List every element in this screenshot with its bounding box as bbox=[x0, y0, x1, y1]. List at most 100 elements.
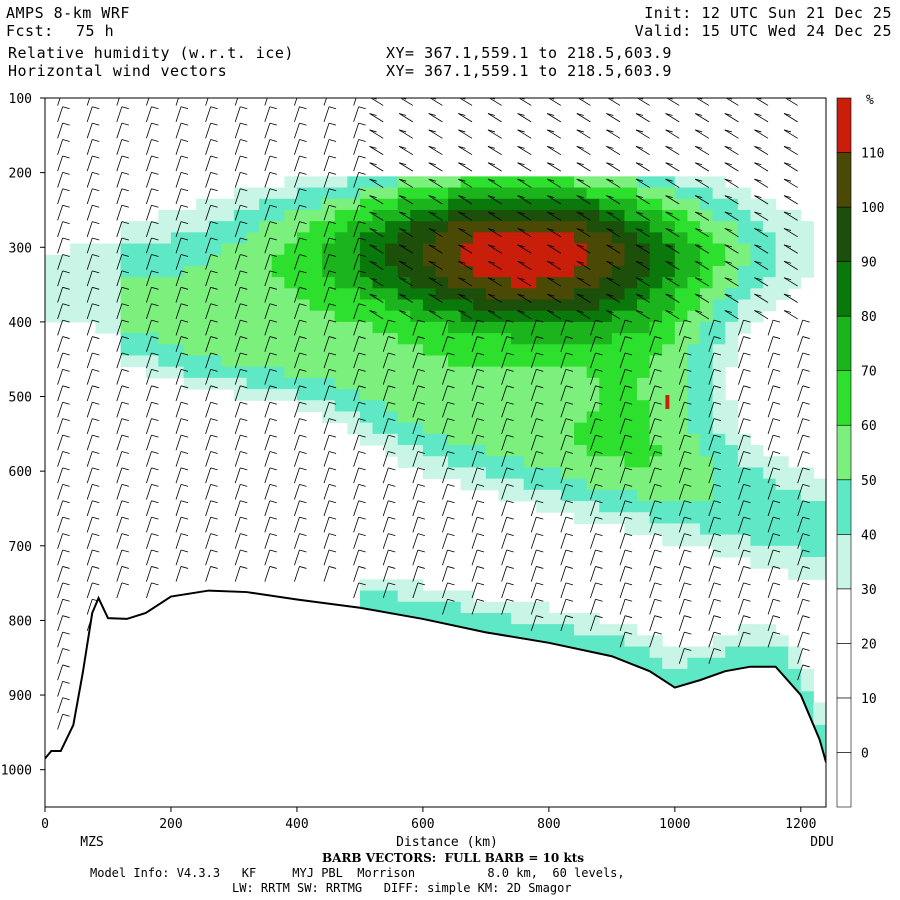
wind-barb bbox=[619, 615, 626, 631]
wind-barb-flag bbox=[180, 516, 189, 520]
rh-cell bbox=[397, 310, 411, 323]
rh-cell bbox=[485, 221, 499, 233]
wind-barb-flag bbox=[180, 451, 189, 454]
wind-barb bbox=[678, 549, 685, 566]
wind-barb-flag bbox=[506, 516, 514, 520]
wind-barb bbox=[560, 599, 567, 615]
wind-barb-flag bbox=[240, 303, 248, 307]
wind-barb bbox=[175, 418, 182, 434]
wind-barb bbox=[57, 714, 64, 730]
rh-cell bbox=[511, 489, 525, 502]
rh-cell bbox=[624, 523, 638, 536]
rh-cell bbox=[309, 198, 323, 211]
wind-barb bbox=[738, 434, 744, 451]
wind-barb bbox=[678, 369, 685, 385]
wind-barb-flag bbox=[240, 90, 247, 92]
wind-barb bbox=[323, 352, 330, 369]
rh-cell bbox=[460, 288, 474, 301]
wind-barb bbox=[57, 467, 64, 484]
wind-barb bbox=[369, 129, 384, 139]
rh-cell bbox=[196, 254, 210, 267]
wind-barb-flag bbox=[506, 500, 514, 504]
rh-cell bbox=[750, 221, 764, 233]
rh-cell bbox=[170, 254, 185, 267]
wind-barb-flag bbox=[565, 566, 573, 569]
wind-barb-flag bbox=[624, 385, 633, 389]
wind-barb bbox=[487, 178, 502, 188]
rh-cell bbox=[700, 668, 714, 681]
wind-barb bbox=[369, 293, 384, 303]
y-tick-label: 600 bbox=[9, 465, 32, 480]
rh-cell bbox=[120, 277, 134, 289]
rh-cell bbox=[246, 277, 260, 289]
x-axis-label: Distance (km) bbox=[396, 835, 498, 850]
rh-cell bbox=[221, 344, 235, 356]
wind-barb-flag bbox=[180, 369, 189, 372]
wind-barb-flag bbox=[358, 533, 366, 536]
rh-cell bbox=[435, 344, 449, 356]
wind-barb-flag bbox=[417, 369, 425, 372]
wind-barb-flag bbox=[565, 533, 573, 536]
wind-barb-flag bbox=[724, 195, 732, 198]
rh-cell bbox=[536, 377, 550, 390]
rh-cell bbox=[435, 243, 449, 256]
rh-cell bbox=[448, 221, 462, 233]
rh-cell bbox=[712, 333, 726, 345]
rh-cell bbox=[574, 456, 588, 468]
rh-cell bbox=[473, 467, 487, 480]
wind-barb-flag bbox=[754, 310, 762, 313]
rh-cell bbox=[712, 635, 726, 648]
wind-barb-flag bbox=[684, 369, 692, 372]
wind-barb bbox=[57, 697, 64, 714]
rh-cell bbox=[611, 456, 625, 468]
rh-cell bbox=[196, 344, 210, 356]
wind-barb bbox=[86, 467, 93, 484]
wind-barb bbox=[708, 402, 715, 418]
wind-barb-flag bbox=[684, 582, 692, 586]
wind-barb-flag bbox=[62, 713, 70, 717]
rh-cell bbox=[800, 512, 814, 524]
wind-barb-flag bbox=[358, 467, 366, 471]
wind-barb-flag bbox=[783, 244, 792, 248]
wind-barb bbox=[754, 195, 769, 205]
rh-cell bbox=[700, 501, 714, 513]
wind-barb bbox=[146, 270, 152, 287]
wind-barb bbox=[146, 467, 152, 484]
wind-barb bbox=[205, 254, 212, 270]
wind-barb-flag bbox=[606, 113, 614, 116]
wind-barb-flag bbox=[369, 113, 377, 116]
wind-barb-flag bbox=[476, 500, 485, 504]
rh-cell bbox=[536, 389, 550, 401]
wind-barb bbox=[783, 162, 798, 172]
wind-barb-flag bbox=[517, 260, 525, 264]
wind-barb bbox=[442, 484, 448, 500]
wind-barb bbox=[294, 122, 300, 139]
rh-cell bbox=[498, 366, 512, 379]
rh-cell bbox=[170, 310, 185, 323]
wind-barb bbox=[175, 451, 182, 467]
rh-cell bbox=[485, 198, 499, 211]
rh-cell bbox=[296, 389, 311, 401]
wind-barb-flag bbox=[635, 145, 644, 149]
wind-barb bbox=[501, 467, 508, 484]
wind-barb-flag bbox=[369, 293, 377, 297]
wind-barb-flag bbox=[536, 385, 544, 389]
wind-barb-flag bbox=[624, 451, 633, 454]
rh-cell bbox=[133, 333, 147, 345]
rh-cell bbox=[561, 433, 575, 446]
wind-barb-flag bbox=[695, 260, 703, 264]
wind-barb bbox=[576, 211, 591, 221]
wind-barb-flag bbox=[595, 500, 603, 504]
wind-barb-flag bbox=[713, 352, 722, 356]
rh-cell bbox=[485, 209, 499, 222]
rh-cell bbox=[170, 366, 185, 379]
rh-cell bbox=[662, 523, 676, 536]
wind-barb-flag bbox=[772, 385, 781, 389]
wind-barb bbox=[560, 500, 567, 517]
rh-cell bbox=[107, 321, 122, 334]
rh-cell bbox=[712, 344, 726, 356]
wind-barb-flag bbox=[565, 434, 573, 438]
wind-barb-flag bbox=[743, 582, 751, 586]
rh-cell bbox=[536, 467, 550, 480]
rh-cell bbox=[586, 310, 600, 323]
